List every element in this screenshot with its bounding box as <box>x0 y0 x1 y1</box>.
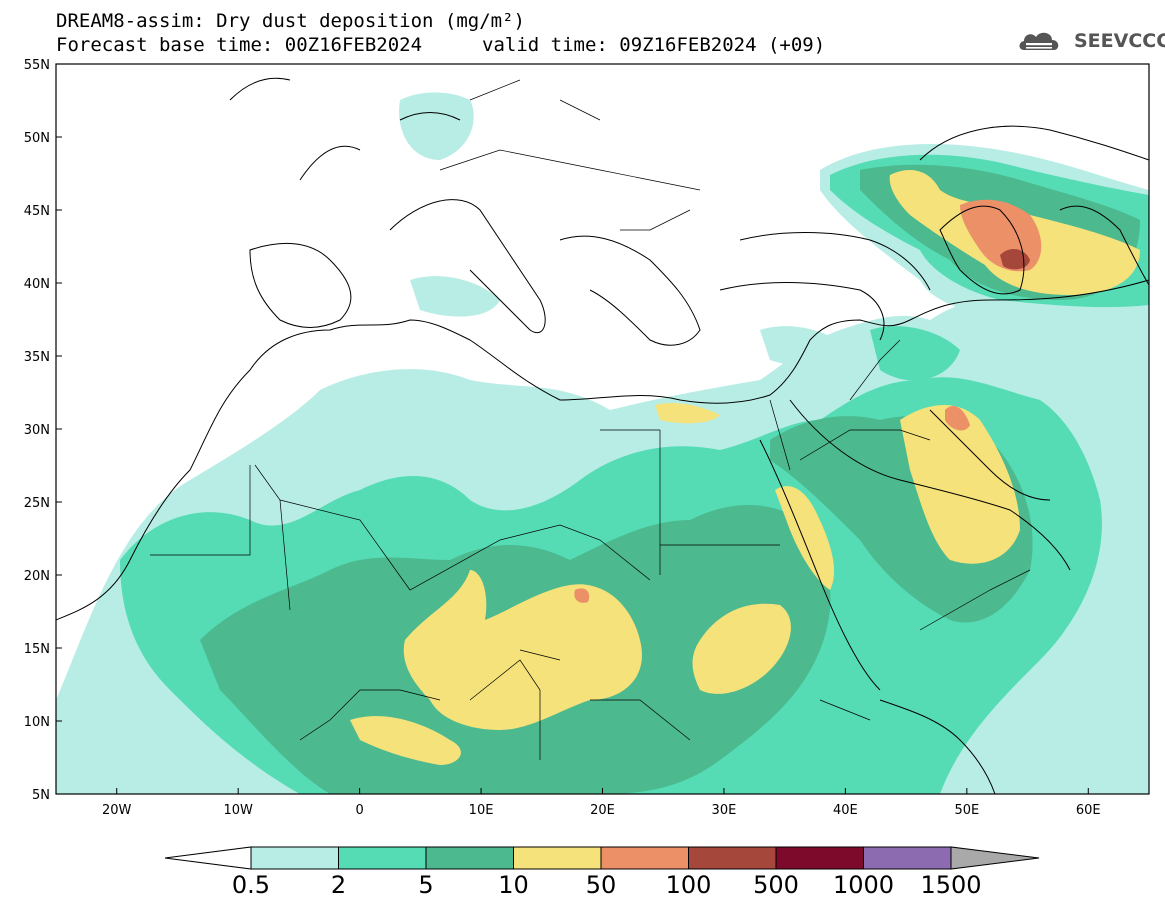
forecast-base-time: Forecast base time: 00Z16FEB2024 <box>56 34 423 56</box>
colorbar-label: 5 <box>418 871 433 899</box>
lat-tick-label: 45N <box>24 204 50 219</box>
colorbar-label: 1500 <box>920 871 981 899</box>
lon-tick-label: 10W <box>223 803 253 818</box>
country-borders <box>150 79 1031 760</box>
colorbar-swatch <box>338 846 427 870</box>
lon-tick-label: 50E <box>954 803 979 818</box>
colorbar-label: 100 <box>666 871 712 899</box>
lon-tick-label: 0 <box>355 803 363 818</box>
colorbar-label: 50 <box>586 871 617 899</box>
lat-tick-label: 10N <box>24 715 50 730</box>
lon-tick-label: 40E <box>833 803 858 818</box>
lon-tick-label: 10E <box>469 803 494 818</box>
colorbar-label: 500 <box>753 871 799 899</box>
colorbar-low-arrow <box>164 846 252 870</box>
coastlines <box>56 77 1149 794</box>
colorbar-swatch <box>425 846 514 870</box>
longitude-axis: 20W 10W 0 10E 20E 30E 40E 50E 60E <box>102 788 1101 818</box>
colorbar-swatch <box>688 846 777 870</box>
lat-tick-label: 40N <box>24 277 50 292</box>
colorbar-high-arrow <box>950 846 1040 870</box>
lon-tick-label: 20E <box>590 803 615 818</box>
lat-tick-label: 35N <box>24 350 50 365</box>
dust-fields <box>56 92 1149 794</box>
colorbar-swatch <box>513 846 602 870</box>
colorbar-label: 2 <box>331 871 346 899</box>
colorbar-label: 10 <box>498 871 529 899</box>
colorbar-swatch <box>600 846 689 870</box>
lat-tick-label: 15N <box>24 642 50 657</box>
map-title: DREAM8-assim: Dry dust deposition (mg/m²… <box>56 10 525 32</box>
colorbar-label: 0.5 <box>232 871 270 899</box>
lat-tick-label: 55N <box>24 58 50 73</box>
colorbar-swatch <box>775 846 864 870</box>
lon-tick-label: 30E <box>712 803 737 818</box>
valid-time: valid time: 09Z16FEB2024 (+09) <box>482 34 826 56</box>
lon-tick-label: 60E <box>1076 803 1101 818</box>
lat-tick-label: 25N <box>24 496 50 511</box>
lon-tick-label: 20W <box>102 803 132 818</box>
colorbar-swatch <box>250 846 339 870</box>
lat-tick-label: 50N <box>24 131 50 146</box>
cloud-icon <box>1019 32 1059 50</box>
seevccc-logo <box>1019 32 1059 50</box>
lat-tick-label: 20N <box>24 569 50 584</box>
colorbar-swatch <box>863 846 952 870</box>
colorbar: 0.5 2 5 10 50 100 500 1000 1500 <box>164 846 1040 899</box>
lat-tick-label: 30N <box>24 423 50 438</box>
latitude-axis: 55N 50N 45N 40N 35N 30N 25N 20N 15N 10N 5N <box>24 58 62 803</box>
logo-text: SEEVCCC <box>1074 30 1165 52</box>
lat-tick-label: 5N <box>32 788 50 803</box>
colorbar-label: 1000 <box>833 871 894 899</box>
